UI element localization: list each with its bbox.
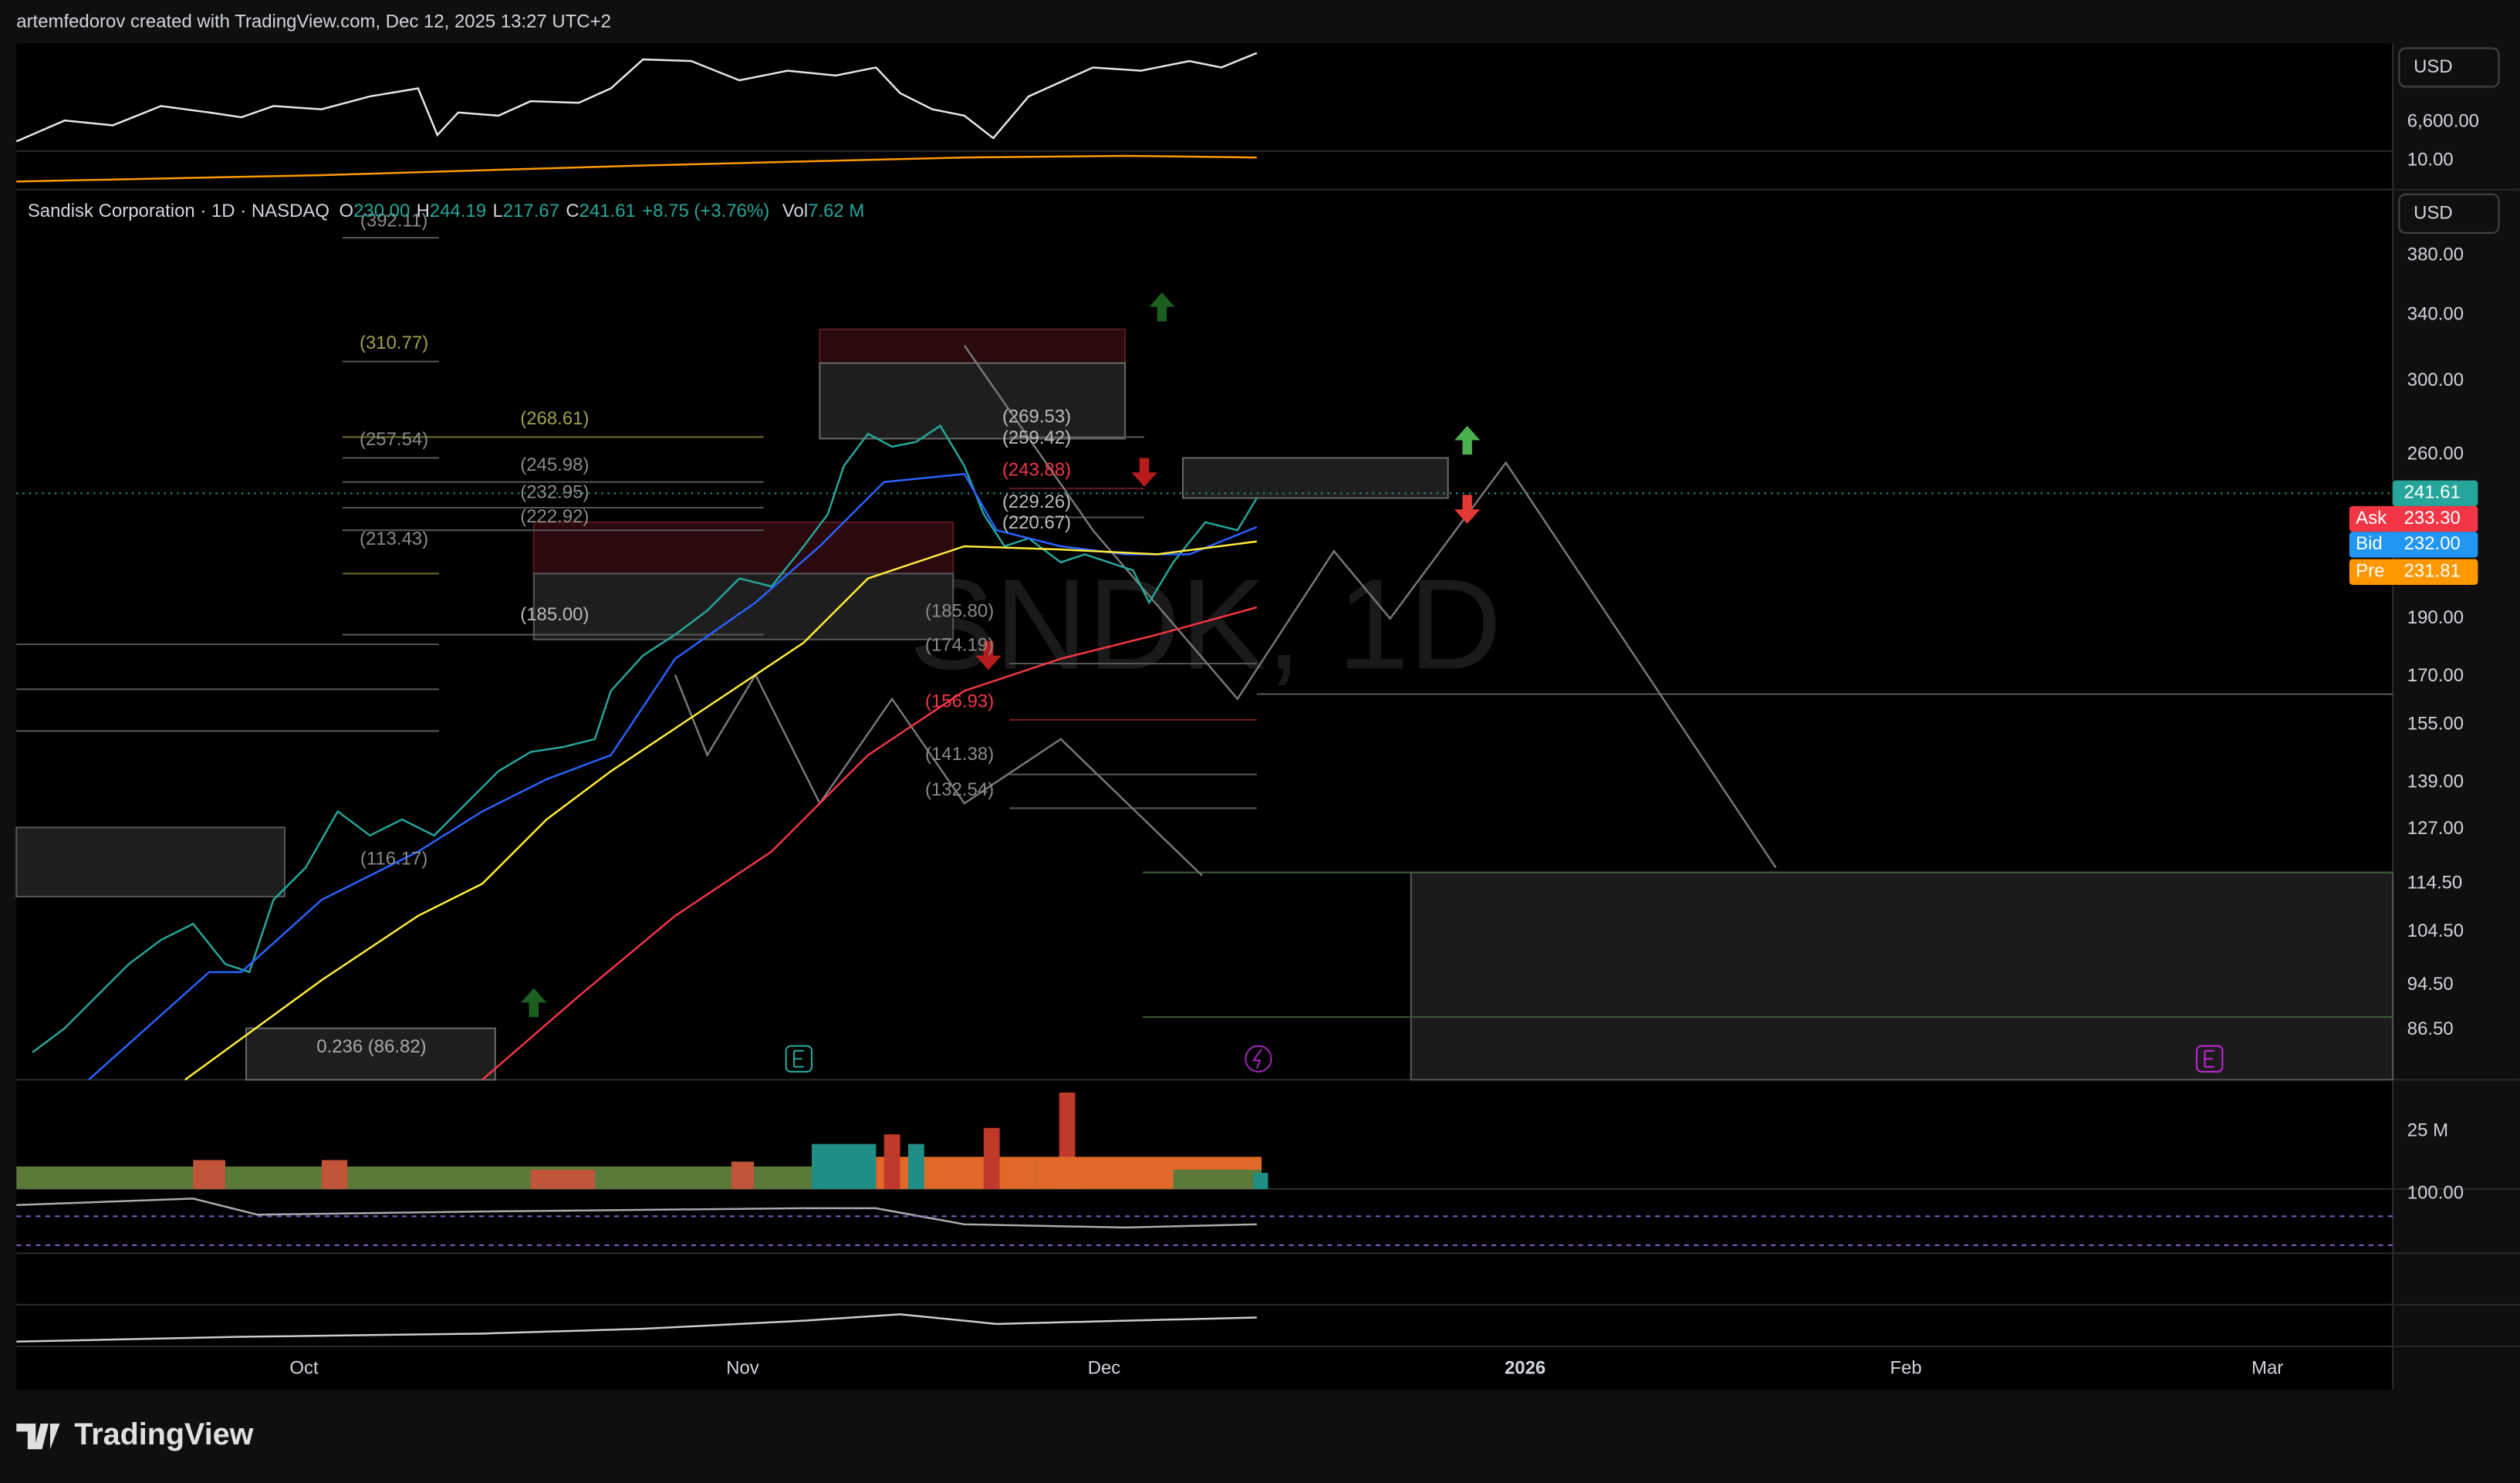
badges: 241.61 Ask 233.30 Bid 232.00 Pre 231.81 <box>2349 480 2478 585</box>
l-value: 217.67 <box>503 201 559 221</box>
level-label: (222.92) <box>520 506 589 527</box>
time-label: Feb <box>1890 1357 1921 1378</box>
level-label: (268.61) <box>520 408 589 429</box>
level-label: (259.42) <box>1002 427 1071 448</box>
level-label: (185.00) <box>520 604 589 625</box>
pre: 231.81 <box>2404 561 2461 582</box>
c-value: 241.61 <box>579 201 636 221</box>
level-lines <box>16 237 2393 1019</box>
level-label: (116.17) <box>360 848 427 869</box>
price-label: 170.00 <box>2407 665 2464 686</box>
time-label: Mar <box>2251 1357 2283 1378</box>
ma-fast <box>88 472 1258 1081</box>
projection <box>963 344 1777 869</box>
level-label: (245.98) <box>520 454 589 475</box>
change: +8.75 (+3.76%) <box>642 201 769 221</box>
credit: artemfedorov created with TradingView.co… <box>16 11 611 32</box>
pre-label: Pre <box>2356 561 2384 582</box>
bid-label: Bid <box>2356 533 2383 554</box>
indicator-axis: 100.00 <box>2407 1183 2464 1204</box>
indicator-line <box>16 154 1257 183</box>
level-label: (132.54) <box>925 779 994 800</box>
level-labels: (392.11) (310.77) (268.61) (257.54) (245… <box>316 211 1071 1057</box>
price-axis: 380.00 340.00 300.00 260.00 190.00 170.0… <box>2407 244 2464 1039</box>
currency-box[interactable] <box>2398 47 2500 88</box>
time-label: Nov <box>726 1357 759 1378</box>
level-label: (185.80) <box>925 601 994 622</box>
time-label: Dec <box>1088 1357 1121 1378</box>
indicator-line <box>16 1313 1257 1343</box>
level-label: (392.11) <box>360 211 427 231</box>
ma-mid <box>184 540 1257 1081</box>
price-label: 114.50 <box>2407 873 2462 894</box>
price-label: 127.00 <box>2407 818 2464 839</box>
vol-value: 7.62 M <box>808 201 864 221</box>
time-label: 2026 <box>1505 1357 1545 1378</box>
axis-label: 10.00 <box>2407 150 2454 171</box>
h-label: H <box>417 201 430 221</box>
bid: 232.00 <box>2404 533 2461 554</box>
price-label: 380.00 <box>2407 244 2464 265</box>
level-label: (220.67) <box>1002 512 1071 533</box>
last-price: 241.61 <box>2404 482 2461 503</box>
price-label: 260.00 <box>2407 444 2464 464</box>
price-label: 94.50 <box>2407 974 2454 995</box>
level-label: (141.38) <box>925 744 994 765</box>
price-label: 104.50 <box>2407 921 2464 941</box>
volume-axis: 25 M <box>2407 1120 2448 1140</box>
level-label: (269.53) <box>1002 407 1071 427</box>
indicator-line <box>16 1198 1257 1229</box>
price-label: 300.00 <box>2407 370 2464 390</box>
level-label: 0.236 (86.82) <box>316 1036 426 1057</box>
legend: Sandisk Corporation · 1D · NASDAQ O230.00… <box>28 201 865 221</box>
price-line <box>32 424 1258 1053</box>
level-label: (310.77) <box>360 333 428 353</box>
level-label: (257.54) <box>360 429 428 450</box>
level-label: (213.43) <box>360 529 428 549</box>
currency-box[interactable] <box>2398 193 2500 234</box>
price-label: 340.00 <box>2407 303 2464 324</box>
event-icons <box>785 1045 2224 1073</box>
level-label: (232.95) <box>520 482 589 503</box>
o-label: O <box>339 201 353 221</box>
ask: 233.30 <box>2404 508 2461 529</box>
price-label: 155.00 <box>2407 713 2464 734</box>
watermark: SNDK, 1D <box>909 553 1502 697</box>
time-axis: Oct Nov Dec 2026 Feb Mar <box>289 1357 2283 1378</box>
c-label: C <box>566 201 579 221</box>
h-value: 244.19 <box>430 201 486 221</box>
vol-label: Vol <box>782 201 808 221</box>
brand: TradingView <box>74 1417 253 1451</box>
compare-line <box>15 52 1258 143</box>
level-label: (156.93) <box>925 691 994 711</box>
projection <box>674 672 1203 877</box>
axis-label: 6,600.00 <box>2407 111 2479 132</box>
symbol: Sandisk Corporation · 1D · NASDAQ <box>28 201 329 221</box>
price-label: 86.50 <box>2407 1019 2454 1039</box>
volume-bars <box>16 1092 1268 1189</box>
logo <box>16 1423 60 1450</box>
level-label: (243.88) <box>1002 459 1071 480</box>
ma-slow <box>481 606 1258 1081</box>
ask-label: Ask <box>2356 508 2387 529</box>
l-label: L <box>492 201 502 221</box>
o-value: 230.00 <box>353 201 410 221</box>
level-label: (174.19) <box>925 634 994 655</box>
price-label: 139.00 <box>2407 771 2464 792</box>
price-label: 190.00 <box>2407 607 2464 628</box>
currency: USD <box>2414 202 2453 223</box>
currency: USD <box>2414 56 2453 77</box>
time-label: Oct <box>289 1357 319 1378</box>
level-label: (229.26) <box>1002 492 1071 512</box>
